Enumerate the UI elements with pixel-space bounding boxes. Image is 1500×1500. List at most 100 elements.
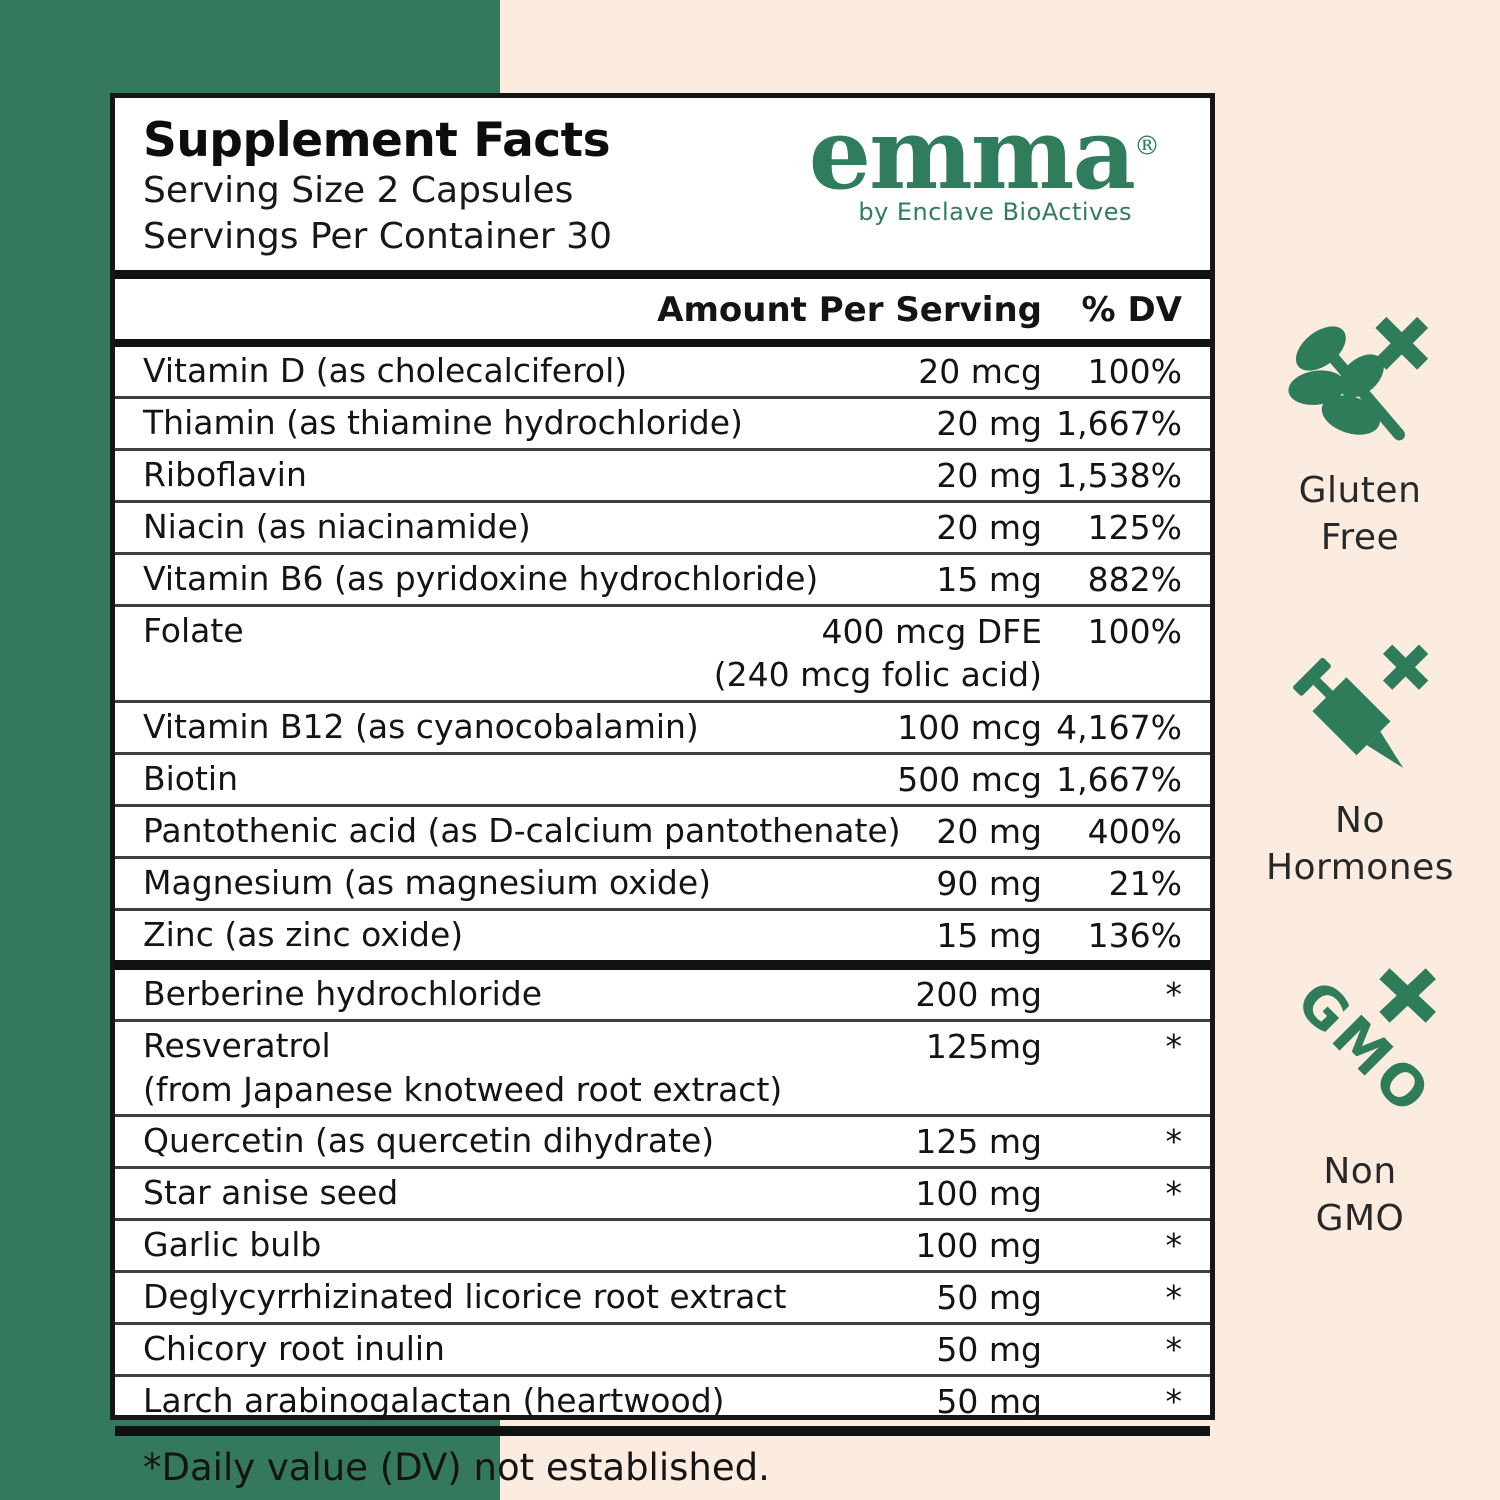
badge-label-line2: GMO [1315, 1197, 1405, 1239]
dv-column-header: % DV [1081, 290, 1182, 331]
ingredient-row-line: Vitamin B6 (as pyridoxine hydrochloride)… [143, 560, 1182, 599]
ingredient-amount: 50 mg [936, 1278, 1042, 1318]
ingredient-name: Vitamin B12 (as cyanocobalamin) [143, 706, 699, 746]
ingredient-row: Chicory root inulin 50 mg * [115, 1322, 1210, 1374]
ingredient-name: Garlic bulb [143, 1225, 322, 1265]
ingredient-row: Pantothenic acid (as D-calcium pantothen… [115, 803, 1210, 856]
ingredient-dv: 882% [1087, 560, 1182, 600]
ingredient-name: Pantothenic acid (as D-calcium pantothen… [143, 810, 901, 850]
ingredient-amount: 100 mg [915, 1226, 1042, 1266]
ingredient-row: Folate 400 mcg DFE 100% (240 mcg folic a… [115, 604, 1210, 700]
ingredient-row-line: Niacin (as niacinamide) 20 mg 125% [143, 508, 1182, 547]
ingredient-amount: 20 mcg [918, 352, 1042, 392]
daily-value-footnote: *Daily value (DV) not established. [143, 1446, 770, 1490]
ingredient-amount: 20 mg [936, 811, 1042, 851]
gmo-crossed-icon: GMO [1275, 968, 1445, 1138]
ingredient-dv: * [1165, 1026, 1183, 1066]
ingredient-row-line: Zinc (as zinc oxide) 15 mg 136% [143, 916, 1182, 955]
ingredient-row-line: Pantothenic acid (as D-calcium pantothen… [143, 812, 1182, 851]
ingredient-amount: 15 mg [936, 560, 1042, 600]
ingredient-amount: 50 mg [936, 1382, 1042, 1422]
ingredient-row-line: Star anise seed 100 mg * [143, 1174, 1182, 1213]
ingredient-amount: 125mg [925, 1026, 1042, 1066]
ingredient-name: Niacin (as niacinamide) [143, 507, 531, 547]
ingredient-row: Riboflavin 20 mg 1,538% [115, 448, 1210, 500]
syringe-crossed-icon [1293, 644, 1429, 769]
no-hormones-icon [1232, 642, 1488, 792]
ingredient-row-line: Riboflavin 20 mg 1,538% [143, 456, 1182, 495]
no-hormones-badge: No Hormones [1232, 642, 1488, 892]
ingredient-amount: 90 mg [936, 863, 1042, 903]
ingredient-dv: * [1165, 1330, 1183, 1370]
botanicals-section: Berberine hydrochloride 200 mg * Resvera… [115, 970, 1210, 1427]
ingredient-name: Magnesium (as magnesium oxide) [143, 862, 711, 902]
ingredient-amount: 20 mg [936, 508, 1042, 548]
ingredient-dv: * [1165, 1278, 1183, 1318]
ingredient-row: Star anise seed 100 mg * [115, 1166, 1210, 1218]
ingredient-name: Folate [143, 611, 244, 651]
ingredient-row: Niacin (as niacinamide) 20 mg 125% [115, 500, 1210, 552]
ingredient-row: Zinc (as zinc oxide) 15 mg 136% [115, 907, 1210, 960]
table-column-header: Amount Per Serving % DV [115, 281, 1210, 339]
ingredient-row: Vitamin B6 (as pyridoxine hydrochloride)… [115, 552, 1210, 604]
brand-wordmark: emma® [809, 106, 1160, 204]
ingredient-dv: 21% [1108, 863, 1182, 903]
ingredient-dv: 136% [1087, 915, 1182, 955]
ingredient-row: Deglycyrrhizinated licorice root extract… [115, 1270, 1210, 1322]
ingredient-row: Berberine hydrochloride 200 mg * [115, 970, 1210, 1019]
gluten-free-badge: Gluten Free [1232, 312, 1488, 562]
ingredient-name: Vitamin D (as cholecalciferol) [143, 351, 628, 391]
ingredient-amount: 125 mg [915, 1122, 1042, 1162]
ingredient-row: Vitamin D (as cholecalciferol) 20 mcg 10… [115, 347, 1210, 396]
serving-size: Serving Size 2 Capsules [143, 170, 574, 212]
ingredient-subtext: (240 mcg folic acid) [713, 655, 1042, 695]
ingredient-dv: 400% [1087, 811, 1182, 851]
ingredient-dv: * [1165, 1382, 1183, 1422]
brand-wordmark-text: emma [808, 97, 1136, 212]
ingredient-row-line: Biotin 500 mcg 1,667% [143, 760, 1182, 799]
ingredient-row: Resveratrol 125mg * (from Japanese knotw… [115, 1018, 1210, 1115]
ingredient-name: Biotin [143, 758, 239, 798]
ingredient-dv: * [1165, 974, 1183, 1014]
ingredient-dv: 1,667% [1056, 404, 1182, 444]
wheat-leaf-crossed-icon [1288, 316, 1429, 441]
badge-label-line1: No [1335, 800, 1385, 841]
ingredient-row: Quercetin (as quercetin dihydrate) 125 m… [115, 1114, 1210, 1166]
vitamins-minerals-section: Vitamin D (as cholecalciferol) 20 mcg 10… [115, 347, 1210, 960]
non-gmo-badge: GMO Non GMO [1232, 968, 1488, 1243]
ingredient-amount: 100 mg [915, 1174, 1042, 1214]
registered-trademark-symbol: ® [1134, 131, 1160, 162]
servings-per-container: Servings Per Container 30 [143, 216, 612, 258]
ingredient-dv: 1,667% [1056, 759, 1182, 799]
ingredient-row: Thiamin (as thiamine hydrochloride) 20 m… [115, 396, 1210, 448]
ingredient-row-line: Garlic bulb 100 mg * [143, 1226, 1182, 1265]
ingredient-name: Thiamin (as thiamine hydrochloride) [143, 403, 743, 443]
ingredient-name: Berberine hydrochloride [143, 973, 543, 1013]
ingredient-row-line: Quercetin (as quercetin dihydrate) 125 m… [143, 1122, 1182, 1161]
ingredient-name: Riboflavin [143, 455, 307, 495]
ingredient-row-line: Chicory root inulin 50 mg * [143, 1330, 1182, 1369]
supplement-facts-panel: Supplement Facts Serving Size 2 Capsules… [110, 93, 1215, 1489]
ingredient-dv: 125% [1087, 508, 1182, 548]
panel-header: Supplement Facts Serving Size 2 Capsules… [115, 98, 1210, 270]
divider-between-sections [115, 959, 1210, 970]
ingredient-row-line: Magnesium (as magnesium oxide) 90 mg 21% [143, 864, 1182, 903]
brand-tagline: by Enclave BioActives [858, 198, 1132, 226]
ingredient-dv: 1,538% [1056, 456, 1182, 496]
ingredient-amount: 15 mg [936, 915, 1042, 955]
ingredient-amount: 20 mg [936, 404, 1042, 444]
badge-label-line2: Free [1320, 516, 1400, 558]
ingredient-name: Quercetin (as quercetin dihydrate) [143, 1121, 715, 1161]
ingredient-dv: * [1165, 1122, 1183, 1162]
badge-label-line2: Hormones [1265, 846, 1455, 888]
badge-label: Gluten Free [1232, 468, 1488, 562]
ingredient-amount: 50 mg [936, 1330, 1042, 1370]
ingredient-row-line: Thiamin (as thiamine hydrochloride) 20 m… [143, 404, 1182, 443]
ingredient-row-line: Berberine hydrochloride 200 mg * [143, 975, 1182, 1014]
ingredient-row: Garlic bulb 100 mg * [115, 1218, 1210, 1270]
ingredient-dv: 4,167% [1056, 707, 1182, 747]
ingredient-dv: 100% [1087, 612, 1182, 652]
ingredient-name: Zinc (as zinc oxide) [143, 914, 464, 954]
ingredient-amount: 400 mcg DFE [821, 612, 1042, 652]
panel-title: Supplement Facts [143, 113, 611, 168]
